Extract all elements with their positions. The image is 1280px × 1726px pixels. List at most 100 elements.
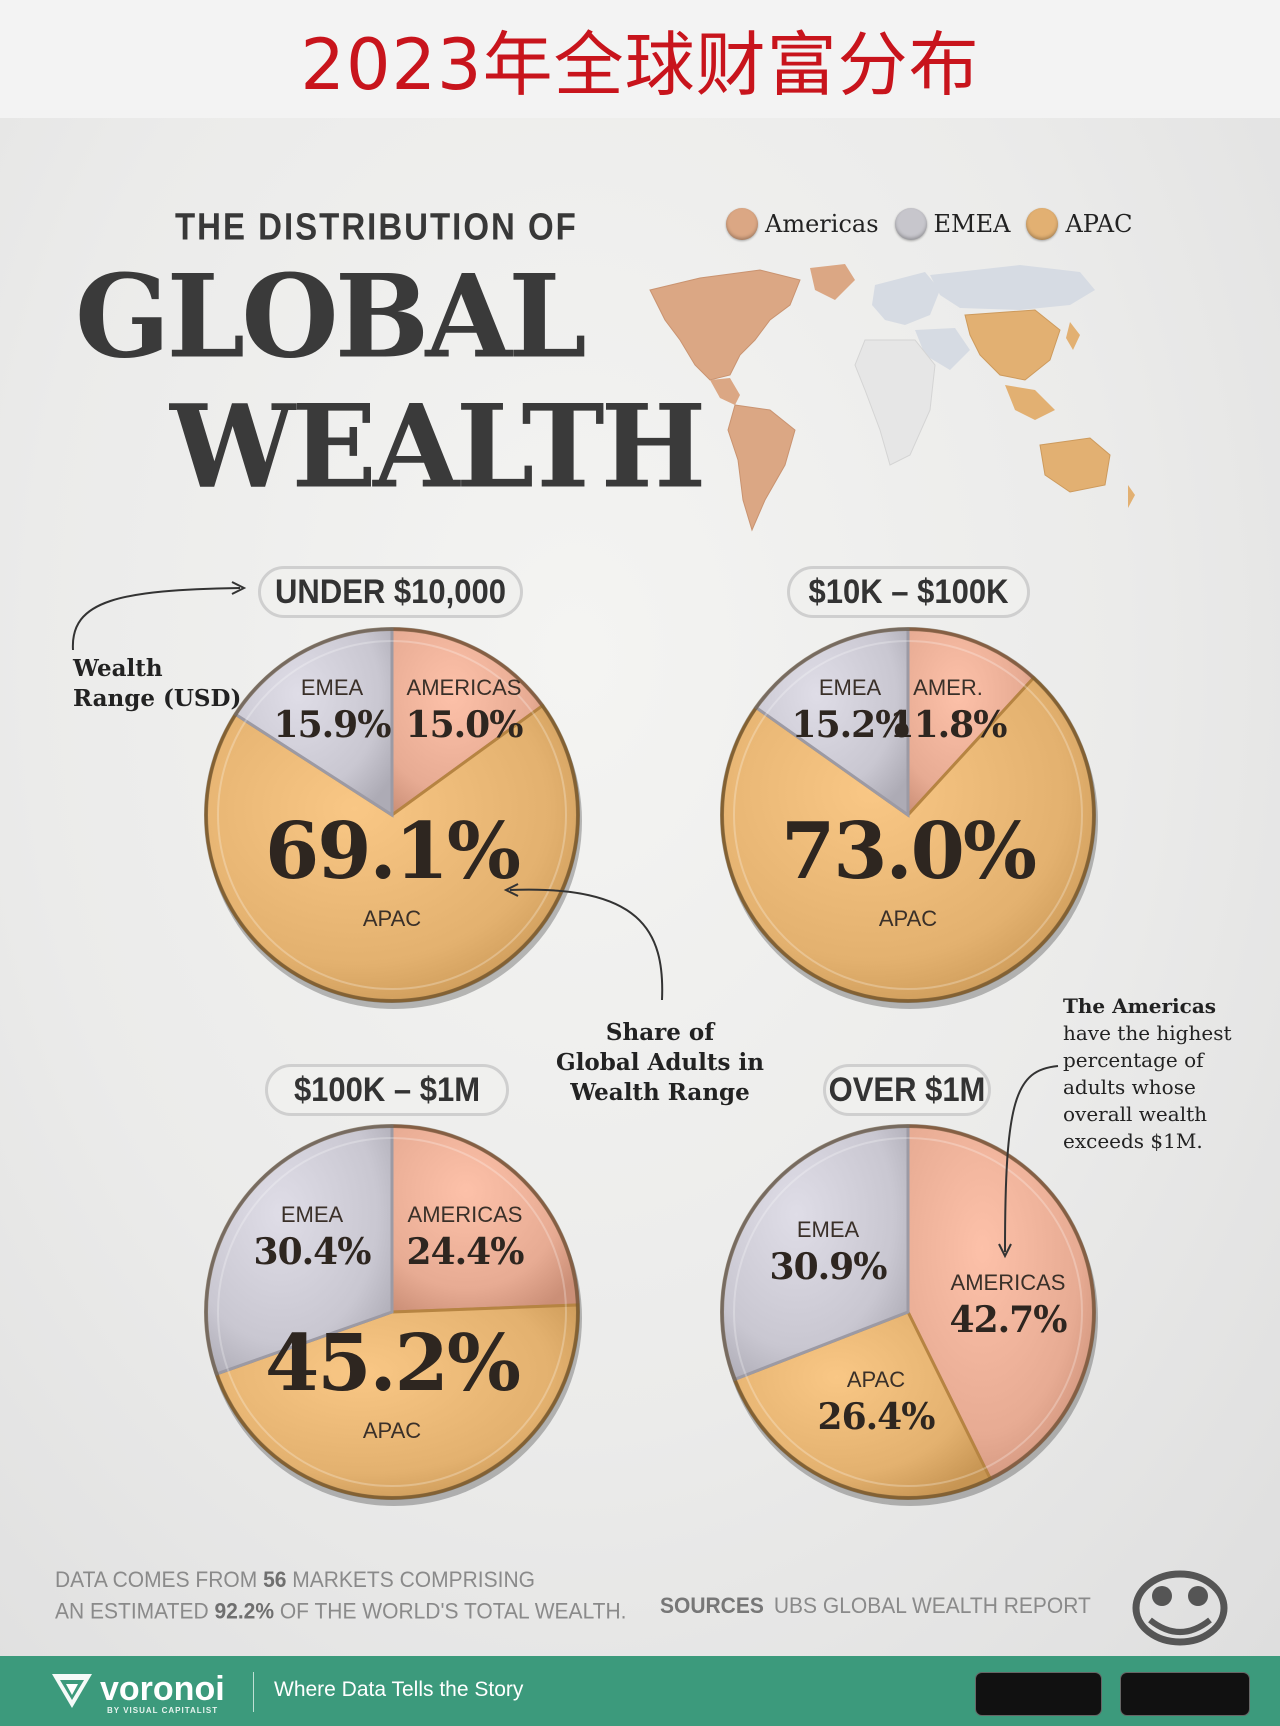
map-africa: [854, 339, 936, 466]
header-kicker: THE DISTRIBUTION OF: [175, 205, 578, 248]
pie-value-apac: 73.0%: [781, 806, 1036, 897]
pie-over-1m: AMERICAS 42.7% APAC 26.4% EMEA 30.9%: [720, 1124, 1098, 1506]
range-label-100k-1m: $100K – $1M: [293, 1069, 481, 1110]
pie-rim: [204, 627, 580, 1003]
pie-value-americas: 15.0%: [406, 704, 524, 746]
footer: voronoi BY VISUAL CAPITALIST Where Data …: [0, 1656, 1280, 1726]
pie-label-apac: APAC: [363, 1418, 421, 1443]
pie-rim: [204, 1124, 580, 1500]
footer-brand: voronoi: [100, 1670, 225, 1708]
map-japan: [1066, 322, 1080, 350]
pie-label-emea: EMEA: [819, 675, 882, 700]
footnote-line2: AN ESTIMATED 92.2% OF THE WORLD'S TOTAL …: [55, 1597, 627, 1629]
header-wealth: WEALTH: [170, 380, 706, 514]
footer-divider: [253, 1672, 254, 1712]
pie-label-apac: APAC: [363, 906, 421, 931]
top-banner: 2023年全球财富分布: [0, 0, 1280, 118]
map-north-america: [649, 269, 801, 381]
annotation-americas-line5: exceeds $1M.: [1063, 1129, 1203, 1153]
voronoi-logo-icon: [52, 1674, 92, 1708]
annotation-americas: The Americas have the highest percentage…: [1063, 993, 1232, 1155]
annotation-americas-line4: overall wealth: [1063, 1102, 1208, 1126]
footer-brand-sub: BY VISUAL CAPITALIST: [107, 1706, 219, 1715]
legend-label-emea: EMEA: [933, 210, 1011, 238]
pie-under-10k: AMERICAS 15.0% APAC 69.1% EMEA 15.9%: [204, 627, 582, 1009]
app-store-badge[interactable]: [975, 1672, 1102, 1716]
arrow-americas-head: [998, 1243, 1012, 1259]
legend-item-emea: EMEA: [879, 208, 1011, 240]
pie-value-emea: 15.9%: [274, 704, 392, 746]
footnote-line1: DATA COMES FROM 56 MARKETS COMPRISING: [55, 1565, 627, 1597]
arrow-wealth-range: [71, 587, 241, 651]
range-pill-under-10k: UNDER $10,000: [258, 566, 523, 618]
annotation-wealth-range: Wealth Range (USD): [73, 654, 241, 714]
legend-item-apac: APAC: [1010, 208, 1132, 240]
annotation-americas-title: The Americas: [1063, 994, 1217, 1018]
annotation-americas-line3: adults whose: [1063, 1075, 1196, 1099]
banner-title: 2023年全球财富分布: [300, 23, 980, 106]
pie-value-emea: 30.9%: [770, 1246, 888, 1288]
pie-label-apac: APAC: [847, 1367, 905, 1392]
pie-label-emea: EMEA: [797, 1217, 860, 1242]
pie-value-emea: 30.4%: [254, 1231, 372, 1273]
pie-label-americas: AMERICAS: [951, 1270, 1066, 1295]
map-south-america: [727, 404, 796, 532]
header-global: GLOBAL: [75, 250, 587, 384]
legend-item-americas: Americas: [716, 208, 879, 240]
footnote: DATA COMES FROM 56 MARKETS COMPRISING AN…: [55, 1565, 627, 1628]
visual-capitalist-logo-icon: [1132, 1570, 1228, 1646]
map-russia: [930, 265, 1095, 310]
pie-label-americas: AMERICAS: [408, 1202, 523, 1227]
annotation-share-of: Share of Global Adults in Wealth Range: [545, 1018, 775, 1108]
range-label-under-10k: UNDER $10,000: [275, 571, 506, 612]
google-play-badge[interactable]: [1120, 1672, 1250, 1716]
pie-label-americas: AMERICAS: [407, 675, 522, 700]
range-label-10k-100k: $10K – $100K: [808, 571, 1009, 612]
legend-label-americas: Americas: [765, 210, 879, 238]
pie-value-apac: 69.1%: [265, 806, 520, 897]
pie-100k-1m: AMERICAS 24.4% APAC 45.2% EMEA 30.4%: [204, 1124, 582, 1506]
legend-label-apac: APAC: [1065, 210, 1133, 238]
pie-rim: [720, 627, 1096, 1003]
footnote-pre2: AN ESTIMATED: [55, 1599, 215, 1624]
arrow-wealth-range-head: [231, 581, 247, 595]
arrow-americas: [1004, 1065, 1059, 1253]
pie-value-emea: 15.2%: [792, 704, 910, 746]
map-new-zealand: [1128, 485, 1135, 508]
map-europe: [872, 272, 940, 325]
pie-inner-rim: [733, 1137, 1083, 1487]
pie-inner-rim: [217, 640, 567, 990]
world-map: [649, 264, 1135, 532]
annotation-share-of-line2: Global Adults in: [556, 1049, 764, 1076]
pie-label-emea: EMEA: [301, 675, 364, 700]
sources-label: SOURCES: [660, 1594, 764, 1619]
annotation-americas-line2: percentage of: [1063, 1048, 1204, 1072]
legend-swatch-americas: [726, 208, 758, 240]
annotation-share-of-line1: Share of: [605, 1019, 715, 1046]
legend-swatch-apac: [1026, 208, 1059, 240]
footnote-pre1: DATA COMES FROM: [55, 1568, 264, 1593]
pie-value-apac: 45.2%: [265, 1318, 520, 1409]
map-middle-east: [915, 328, 970, 370]
annotation-americas-line1: have the highest: [1063, 1021, 1232, 1045]
map-greenland: [810, 264, 855, 300]
range-pill-100k-1m: $100K – $1M: [265, 1064, 509, 1116]
pie-rim: [720, 1124, 1096, 1500]
map-central-america: [710, 378, 740, 405]
arrow-share-of-head: [503, 883, 519, 897]
footnote-pct: 92.2%: [214, 1599, 275, 1624]
range-label-over-1m: OVER $1M: [828, 1069, 986, 1110]
pie-inner-rim: [217, 1137, 567, 1487]
legend-swatch-emea: [894, 208, 927, 240]
pie-inner-rim: [733, 640, 1083, 990]
sources-text: UBS GLOBAL WEALTH REPORT: [773, 1594, 1091, 1619]
pie-value-amer: 11.8%: [890, 704, 1008, 746]
footnote-post2: OF THE WORLD'S TOTAL WEALTH.: [274, 1599, 627, 1624]
annotation-wealth-range-line2: Range (USD): [73, 685, 242, 712]
pie-value-americas: 24.4%: [407, 1231, 525, 1273]
footnote-post1: MARKETS COMPRISING: [286, 1568, 535, 1593]
range-pill-10k-100k: $10K – $100K: [787, 566, 1030, 618]
pie-value-americas: 42.7%: [950, 1299, 1068, 1341]
